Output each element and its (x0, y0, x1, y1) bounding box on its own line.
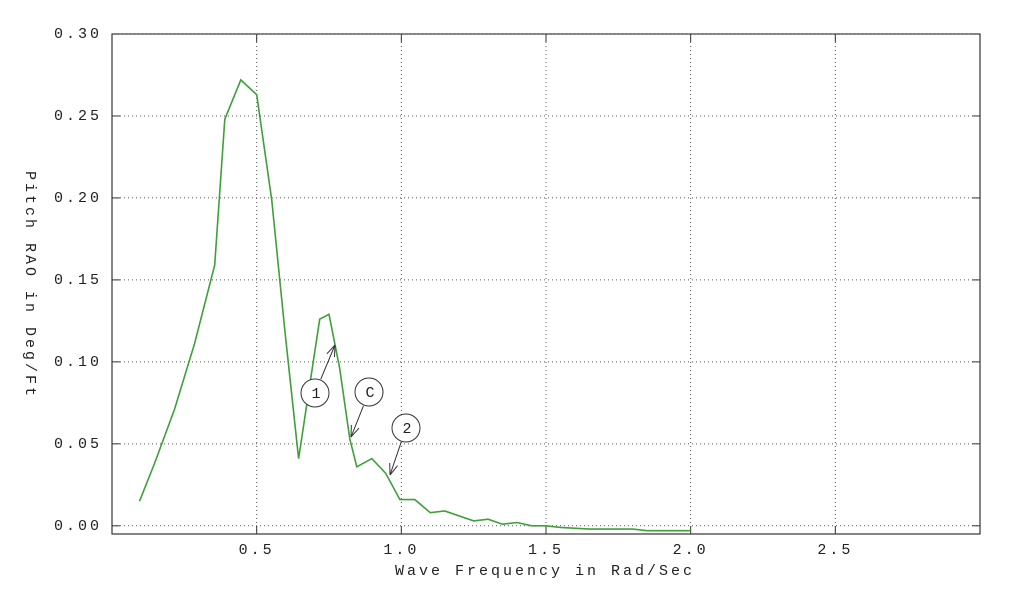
arrow-head (351, 428, 359, 437)
data-line (140, 80, 691, 531)
x-tick-label: 2.0 (673, 542, 709, 559)
annotation-arrow (390, 442, 401, 475)
y-tick-label: 0.05 (54, 436, 102, 453)
x-tick-label: 1.0 (383, 542, 419, 559)
arrow-head (334, 345, 335, 357)
arrow-head (327, 345, 335, 354)
y-tick-label: 0.10 (54, 354, 102, 371)
x-tick-label: 2.5 (817, 542, 853, 559)
annotation-label: C (365, 385, 374, 402)
x-tick-label: 0.5 (239, 542, 275, 559)
y-tick-label: 0.20 (54, 190, 102, 207)
y-tick-label: 0.15 (54, 272, 102, 289)
annotation-label: 1 (311, 386, 320, 403)
y-tick-label: 0.30 (54, 26, 102, 43)
x-tick-label: 1.5 (528, 542, 564, 559)
annotation-arrow (351, 406, 363, 437)
y-tick-label: 0.00 (54, 518, 102, 535)
annotation-label: 2 (402, 421, 411, 438)
x-axis-label: Wave Frequency in Rad/Sec (395, 563, 695, 580)
y-tick-label: 0.25 (54, 108, 102, 125)
y-axis-label: Pitch RAO in Deg/Ft (21, 171, 38, 399)
